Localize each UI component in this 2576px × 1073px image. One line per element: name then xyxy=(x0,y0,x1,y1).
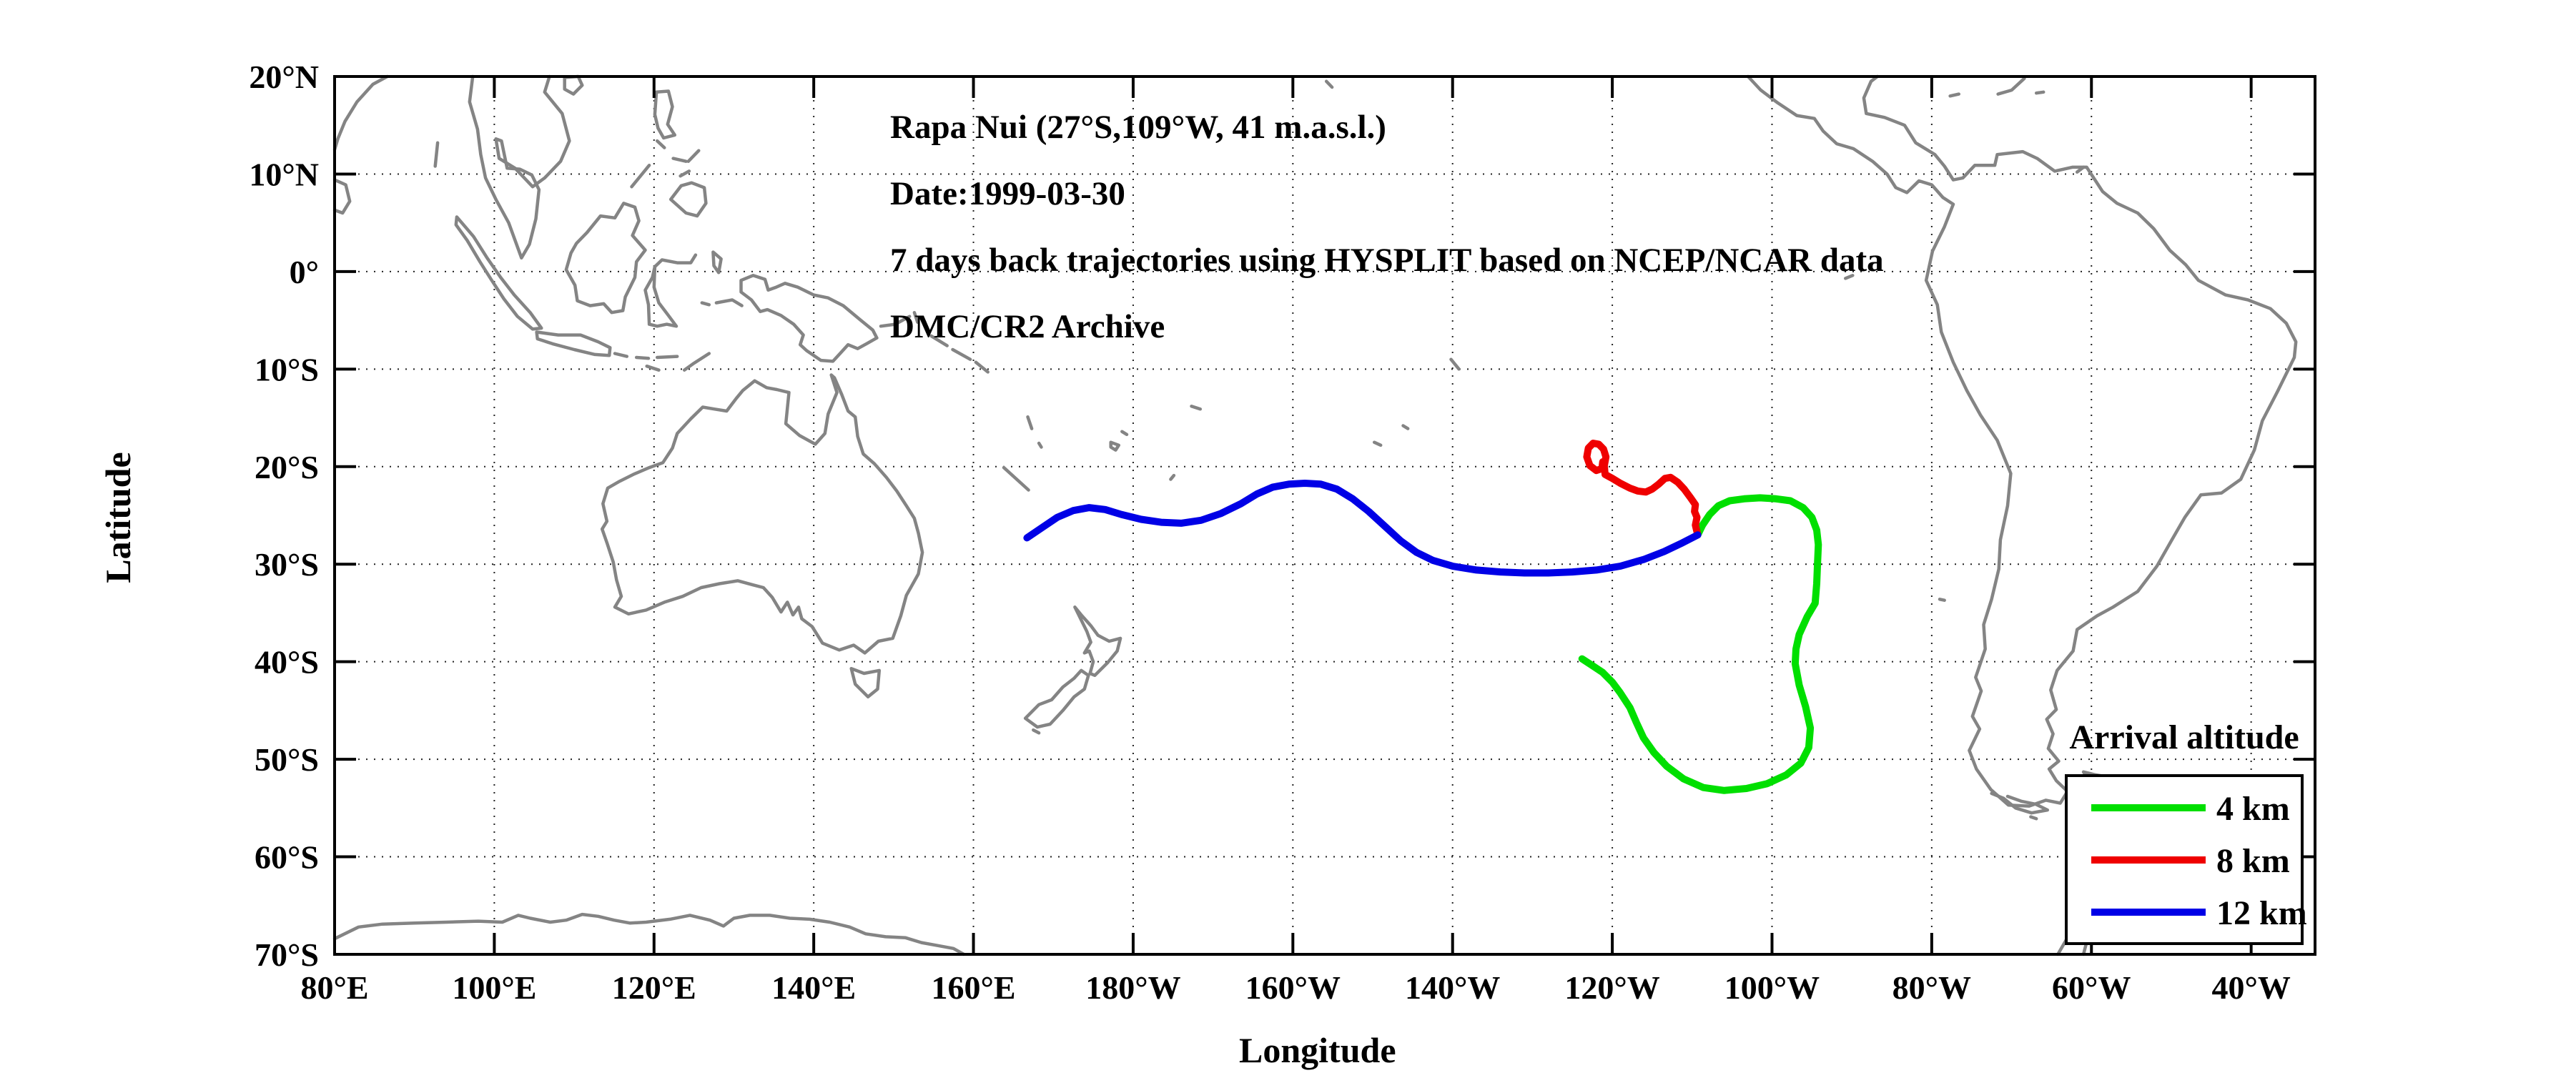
coastline xyxy=(1401,424,1410,430)
coastline xyxy=(912,310,919,325)
coastline xyxy=(653,89,677,140)
coastline xyxy=(468,74,571,260)
x-tick-label: 140°E xyxy=(771,969,856,1006)
legend-label: 4 km xyxy=(2216,790,2290,828)
plot-title-line-1: Rapa Nui (27°S,109°W, 41 m.a.s.l.) xyxy=(890,109,1386,146)
legend-label: 12 km xyxy=(2216,894,2307,932)
coastline xyxy=(433,141,440,168)
y-tick-label: 20°S xyxy=(255,449,319,485)
x-tick-label: 160°E xyxy=(932,969,1016,1006)
plot-title-line-3: 7 days back trajectories using HYSPLIT b… xyxy=(890,242,1884,279)
y-axis-title: Latitude xyxy=(98,452,138,583)
coastline xyxy=(1996,76,2026,96)
coastline xyxy=(929,334,949,347)
coastline xyxy=(1032,728,1041,735)
coastline xyxy=(1120,430,1129,437)
coastline xyxy=(1002,465,1030,492)
x-tick-label: 40°W xyxy=(2211,969,2290,1006)
coastline xyxy=(613,352,629,358)
coastline xyxy=(2075,165,2086,174)
coastline xyxy=(1449,357,1461,371)
coastline xyxy=(643,253,698,328)
coastline xyxy=(2034,90,2045,95)
coastline xyxy=(332,74,389,152)
coastline xyxy=(1190,404,1203,411)
x-tick-label: 60°W xyxy=(2052,969,2131,1006)
coastline xyxy=(1843,274,1855,280)
coastline xyxy=(671,157,688,163)
coastline xyxy=(1990,791,2050,815)
coastline xyxy=(1324,79,1334,89)
coastline xyxy=(714,298,744,307)
x-tick-label: 80°E xyxy=(300,969,368,1006)
x-tick-label: 120°E xyxy=(612,969,696,1006)
coastline xyxy=(634,355,651,360)
coastline xyxy=(678,169,691,178)
coastline xyxy=(879,315,912,328)
y-tick-label: 70°S xyxy=(255,936,319,973)
coastline xyxy=(1938,598,1946,602)
coastline xyxy=(1948,92,1961,98)
x-axis-title: Longitude xyxy=(1239,1030,1396,1070)
coastline xyxy=(535,330,612,357)
coastline xyxy=(951,347,972,361)
coastline xyxy=(1073,605,1122,678)
x-tick-label: 100°E xyxy=(452,969,536,1006)
y-tick-label: 10°N xyxy=(249,156,319,192)
coastline xyxy=(668,181,708,218)
x-tick-label: 160°W xyxy=(1245,969,1341,1006)
trajectory-12km xyxy=(1023,480,1702,577)
x-tick-label: 140°W xyxy=(1405,969,1500,1006)
coastline xyxy=(454,215,543,331)
coastline xyxy=(1169,473,1176,481)
coastline xyxy=(563,74,584,96)
y-tick-label: 40°S xyxy=(255,644,319,681)
legend-title: Arrival altitude xyxy=(2069,718,2299,756)
x-tick-label: 120°W xyxy=(1564,969,1659,1006)
y-tick-label: 60°S xyxy=(255,839,319,876)
y-tick-label: 30°S xyxy=(255,546,319,583)
coastline xyxy=(974,360,990,374)
y-tick-label: 50°S xyxy=(255,741,319,778)
coastline xyxy=(630,163,651,189)
plot-title-line-4: DMC/CR2 Archive xyxy=(890,308,1165,345)
coastline xyxy=(655,139,666,149)
trajectory-8km xyxy=(1583,440,1702,539)
trajectory-4km xyxy=(1578,494,1822,794)
coastline xyxy=(564,202,647,315)
coastline xyxy=(332,912,966,956)
coastline xyxy=(1026,415,1034,430)
coastline xyxy=(1746,74,2298,808)
axes-frame xyxy=(333,75,2316,956)
coastline xyxy=(849,666,882,699)
coastline xyxy=(1109,440,1121,452)
plot-title-line-2: Date:1999-03-30 xyxy=(890,175,1125,212)
x-tick-label: 80°W xyxy=(1892,969,1971,1006)
coastline xyxy=(711,250,723,275)
coastline xyxy=(739,274,879,363)
x-tick-label: 100°W xyxy=(1724,969,1820,1006)
coastline xyxy=(2029,815,2038,821)
y-tick-label: 10°S xyxy=(255,351,319,387)
coastline xyxy=(1372,440,1383,448)
legend-label: 8 km xyxy=(2216,842,2290,880)
coastline xyxy=(332,178,352,215)
coastline xyxy=(1023,668,1090,729)
y-tick-label: 0° xyxy=(290,254,319,290)
coastline xyxy=(645,364,661,372)
coastline xyxy=(686,149,701,163)
coastline xyxy=(600,373,924,655)
coastline xyxy=(1037,441,1043,449)
x-tick-label: 180°W xyxy=(1085,969,1180,1006)
coastline xyxy=(682,352,711,372)
y-tick-label: 20°N xyxy=(249,59,319,95)
coastline xyxy=(700,301,711,307)
